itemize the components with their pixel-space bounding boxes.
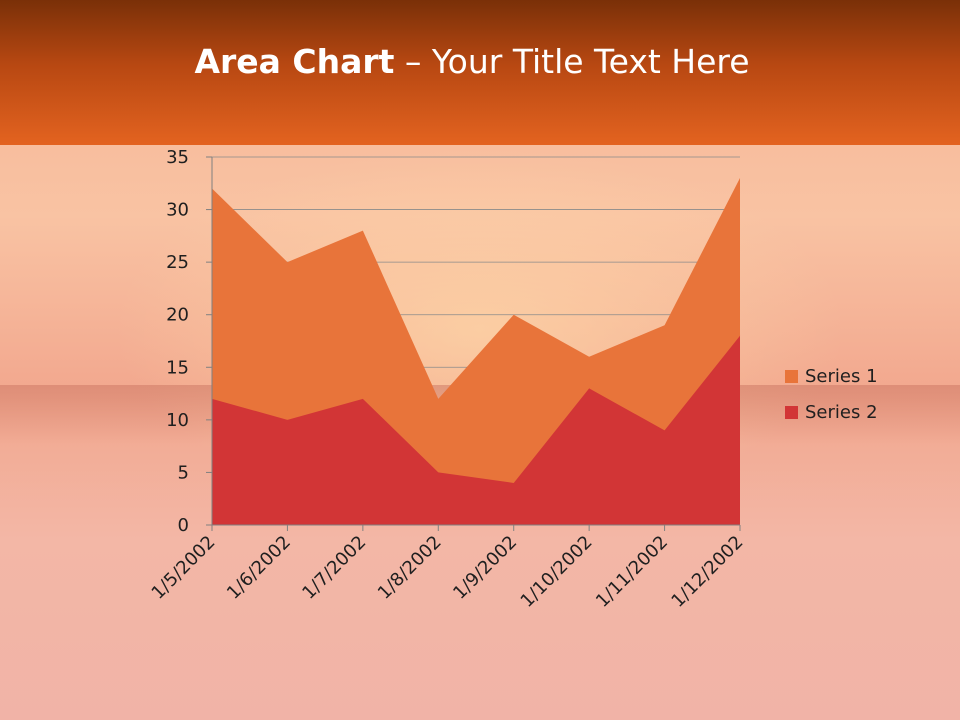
x-tick-label: 1/5/2002: [148, 532, 220, 604]
x-tick-label: 1/12/2002: [667, 532, 747, 612]
y-tick-label: 20: [166, 305, 189, 326]
chart-legend: Series 1 Series 2: [785, 358, 935, 430]
y-tick-label: 0: [178, 515, 189, 536]
title-bar: Area Chart – Your Title Text Here: [0, 0, 960, 145]
y-tick-label: 30: [166, 200, 189, 221]
y-tick-label: 35: [166, 147, 189, 168]
x-tick-label: 1/10/2002: [517, 532, 597, 612]
area-series-2: [212, 335, 740, 525]
legend-label-series-1: Series 1: [805, 365, 878, 387]
legend-swatch-series-2: [785, 405, 798, 419]
x-tick-label: 1/8/2002: [374, 532, 446, 604]
y-tick-label: 10: [166, 410, 189, 431]
slide-title: Area Chart – Your Title Text Here: [0, 42, 944, 81]
legend-swatch-series-1: [785, 369, 798, 383]
y-tick-label: 15: [166, 357, 189, 378]
x-tick-label: 1/7/2002: [298, 532, 370, 604]
slide-title-rest: – Your Title Text Here: [394, 42, 750, 81]
y-tick-label: 5: [178, 462, 189, 483]
x-tick-label: 1/11/2002: [592, 532, 672, 612]
y-tick-label: 25: [166, 252, 189, 273]
x-tick-label: 1/9/2002: [449, 532, 521, 604]
x-tick-label: 1/6/2002: [223, 532, 295, 604]
legend-item-series-2: Series 2: [785, 394, 935, 430]
legend-label-series-2: Series 2: [805, 401, 878, 423]
legend-item-series-1: Series 1: [785, 358, 935, 394]
slide-title-bold: Area Chart: [194, 42, 395, 81]
